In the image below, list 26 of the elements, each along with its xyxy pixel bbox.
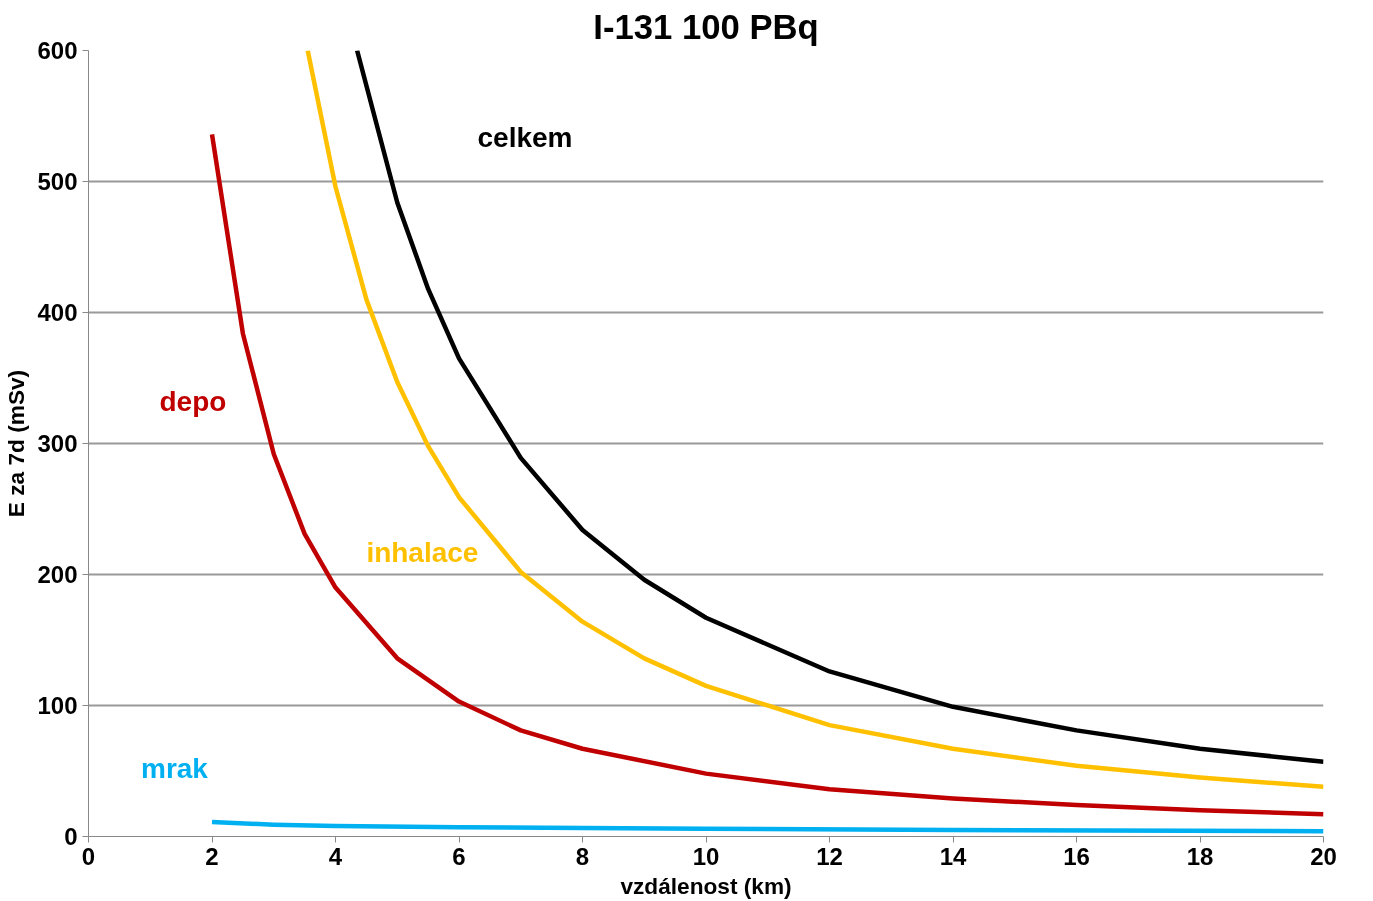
x-tick-label: 10 — [692, 842, 720, 870]
line-series — [209, 819, 1324, 834]
x-tick-label: 12 — [816, 842, 843, 870]
x-tick-label: 2 — [205, 842, 219, 870]
series-label: depo — [159, 386, 227, 418]
y-tick-label: 300 — [37, 430, 78, 457]
y-tick-label: 500 — [37, 168, 78, 195]
x-tick-label: 18 — [1186, 842, 1214, 870]
x-tick-label: 14 — [939, 842, 967, 870]
text: celkem — [477, 121, 573, 153]
x-tick-label: 20 — [1310, 842, 1337, 870]
x-tick-label: 4 — [328, 842, 343, 870]
y-tick-label: 200 — [37, 561, 78, 588]
x-tick-label: 16 — [1063, 842, 1090, 870]
y-tick-label: 600 — [37, 37, 78, 64]
chart-title: I-131 100 PBq — [593, 7, 819, 46]
x-axis-title: vzdálenost (km) — [620, 872, 792, 899]
y-tick-label: 100 — [37, 692, 78, 719]
series-label: mrak — [140, 753, 209, 785]
x-tick-label: 6 — [452, 842, 466, 870]
x-tick-label: 8 — [575, 842, 590, 870]
series-label: inhalace — [366, 536, 479, 568]
x-tick-label: 0 — [81, 842, 96, 870]
y-axis-title: E za 7d (mSv) — [3, 369, 30, 518]
y-tick-label: 0 — [64, 823, 78, 850]
y-tick-label: 400 — [37, 299, 78, 326]
